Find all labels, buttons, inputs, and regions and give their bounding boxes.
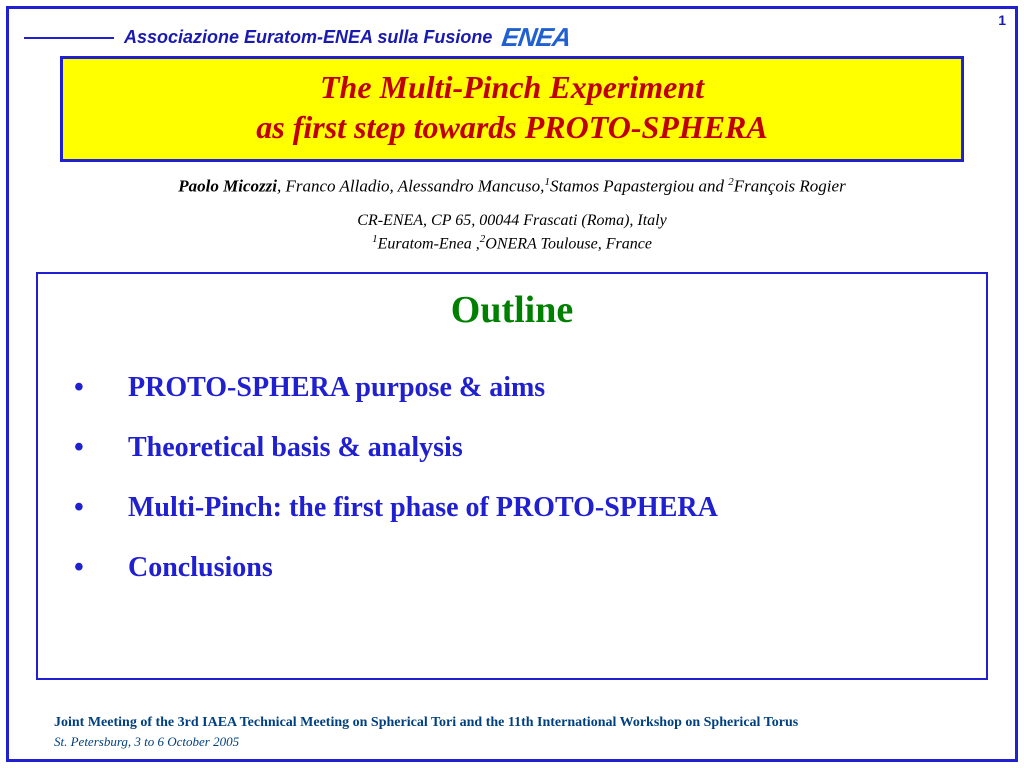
authors-part2: Stamos Papastergiou and — [550, 177, 728, 196]
bullet-icon: • — [74, 552, 128, 584]
outline-list: •PROTO-SPHERA purpose & aims •Theoretica… — [66, 372, 958, 584]
outline-item: •PROTO-SPHERA purpose & aims — [74, 372, 958, 404]
bullet-icon: • — [74, 372, 128, 404]
title-line-1: The Multi-Pinch Experiment — [320, 69, 704, 105]
outline-item-text: Theoretical basis & analysis — [128, 432, 463, 464]
footer: Joint Meeting of the 3rd IAEA Technical … — [54, 714, 984, 750]
outline-item: •Theoretical basis & analysis — [74, 432, 958, 464]
authors-part3: François Rogier — [734, 177, 846, 196]
bullet-icon: • — [74, 432, 128, 464]
footer-meeting: Joint Meeting of the 3rd IAEA Technical … — [54, 714, 984, 732]
outline-item: •Multi-Pinch: the first phase of PROTO-S… — [74, 492, 958, 524]
lead-author: Paolo Micozzi — [178, 177, 277, 196]
title-text: The Multi-Pinch Experiment as first step… — [83, 67, 941, 147]
outline-item-text: Multi-Pinch: the first phase of PROTO-SP… — [128, 492, 718, 524]
affiliations: CR-ENEA, CP 65, 00044 Frascati (Roma), I… — [60, 210, 964, 255]
authors-part1: , Franco Alladio, Alessandro Mancuso, — [277, 177, 544, 196]
affil-2-text: ONERA Toulouse, France — [485, 235, 652, 252]
enea-logo: ENEA — [500, 22, 573, 53]
outline-item-text: Conclusions — [128, 552, 273, 584]
affil-1-text: Euratom-Enea , — [378, 235, 480, 252]
footer-location: St. Petersburg, 3 to 6 October 2005 — [54, 734, 984, 750]
outline-box: Outline •PROTO-SPHERA purpose & aims •Th… — [36, 272, 988, 680]
authors-line: Paolo Micozzi, Franco Alladio, Alessandr… — [60, 176, 964, 197]
association-text: Associazione Euratom-ENEA sulla Fusione — [124, 27, 492, 48]
outline-item-text: PROTO-SPHERA purpose & aims — [128, 372, 545, 404]
header-row: Associazione Euratom-ENEA sulla Fusione … — [24, 22, 1000, 53]
header-rule — [24, 37, 114, 39]
outline-heading: Outline — [66, 288, 958, 332]
affil-line1: CR-ENEA, CP 65, 00044 Frascati (Roma), I… — [357, 212, 666, 229]
bullet-icon: • — [74, 492, 128, 524]
title-box: The Multi-Pinch Experiment as first step… — [60, 56, 964, 162]
outline-item: •Conclusions — [74, 552, 958, 584]
title-line-2: as first step towards PROTO-SPHERA — [256, 109, 767, 145]
